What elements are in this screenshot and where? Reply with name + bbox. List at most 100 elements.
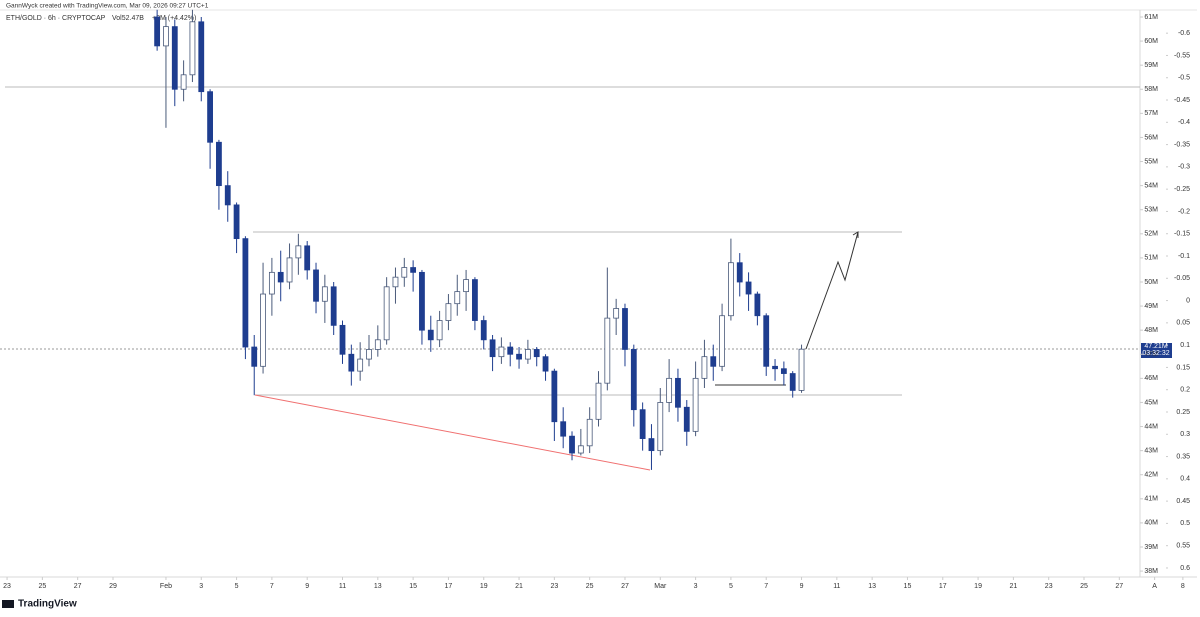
y-tick-label: 58M bbox=[1144, 86, 1158, 93]
candle-body bbox=[463, 279, 469, 293]
x-tick-label: 27 bbox=[621, 583, 629, 590]
y2-tick-label: -0.45 bbox=[1174, 97, 1190, 104]
y2-tick-label: -0.05 bbox=[1174, 275, 1190, 282]
candle-body bbox=[551, 370, 558, 423]
candle-body bbox=[524, 349, 531, 360]
candle-body bbox=[436, 320, 443, 341]
candle-body bbox=[701, 356, 708, 379]
last-price-label: 47.21M bbox=[1144, 343, 1168, 350]
candle-body bbox=[577, 445, 584, 454]
candle-body bbox=[427, 329, 434, 341]
y2-tick-label: -0.2 bbox=[1178, 208, 1190, 215]
projection-path bbox=[805, 231, 859, 350]
x-tick-label: 15 bbox=[409, 583, 417, 590]
candle-body bbox=[763, 315, 770, 367]
y2-tick-label: -0.35 bbox=[1174, 141, 1190, 148]
candle-body bbox=[498, 346, 505, 358]
x-tick-label: 13 bbox=[868, 583, 876, 590]
candle-body bbox=[533, 349, 540, 358]
y2-tick-label: -0.25 bbox=[1174, 186, 1190, 193]
y-tick-label: 51M bbox=[1144, 255, 1158, 262]
x-tick-label: 7 bbox=[270, 583, 274, 590]
y2-tick-label: -0.15 bbox=[1174, 231, 1190, 238]
x-tick-label: 23 bbox=[1045, 583, 1053, 590]
y-tick-label: 43M bbox=[1144, 447, 1158, 454]
candle-body bbox=[163, 26, 169, 47]
x-tick-label: 8 bbox=[1181, 583, 1185, 590]
candle-body bbox=[798, 348, 805, 391]
y-tick-label: 56M bbox=[1144, 134, 1158, 141]
y-tick-label: 44M bbox=[1144, 423, 1158, 430]
y2-tick-label: 0.6 bbox=[1180, 565, 1190, 572]
x-tick-label: 25 bbox=[1080, 583, 1088, 590]
candle-body bbox=[154, 16, 161, 47]
candle-body bbox=[277, 271, 284, 283]
y-tick-label: 41M bbox=[1144, 496, 1158, 503]
x-tick-label: 5 bbox=[235, 583, 239, 590]
y2-tick-label: -0.55 bbox=[1174, 52, 1190, 59]
y-tick-label: 54M bbox=[1144, 182, 1158, 189]
y-tick-label: 53M bbox=[1144, 207, 1158, 214]
candle-body bbox=[736, 262, 743, 283]
candle-body bbox=[728, 262, 734, 317]
y2-tick-label: -0.3 bbox=[1178, 164, 1190, 171]
y-tick-label: 38M bbox=[1144, 568, 1158, 575]
x-tick-label: 7 bbox=[764, 583, 768, 590]
y2-tick-label: 0.45 bbox=[1176, 498, 1190, 505]
x-tick-label: 19 bbox=[480, 583, 488, 590]
x-tick-label: 17 bbox=[445, 583, 453, 590]
x-tick-label: 11 bbox=[339, 583, 346, 590]
candle-body bbox=[445, 303, 452, 321]
y-tick-label: 52M bbox=[1144, 231, 1158, 238]
candle-body bbox=[171, 26, 178, 90]
y-tick-label: 47M bbox=[1144, 351, 1158, 358]
y-tick-label: 61M bbox=[1144, 14, 1158, 21]
y2-tick-label: 0.35 bbox=[1176, 453, 1190, 460]
y-tick-label: 48M bbox=[1144, 327, 1158, 334]
y-tick-label: 45M bbox=[1144, 399, 1158, 406]
candle-body bbox=[392, 276, 399, 288]
x-tick-label: Feb bbox=[160, 583, 172, 590]
candle-body bbox=[472, 279, 478, 321]
y2-tick-label: -0.5 bbox=[1178, 75, 1190, 82]
y-tick-label: 55M bbox=[1144, 158, 1158, 165]
x-tick-label: 3 bbox=[199, 583, 203, 590]
candle-body bbox=[613, 308, 620, 319]
candle-body bbox=[313, 269, 319, 302]
candle-body bbox=[560, 421, 567, 437]
candle-body bbox=[507, 346, 514, 355]
attribution: GannWyck created with TradingView.com, M… bbox=[6, 3, 209, 10]
volume-label: Vol52.47B bbox=[112, 15, 144, 22]
candle-body bbox=[401, 267, 408, 278]
candle-body bbox=[489, 339, 496, 358]
candle-body bbox=[604, 317, 611, 384]
candle-body bbox=[657, 402, 664, 452]
x-tick-label: 3 bbox=[694, 583, 698, 590]
x-tick-label: 5 bbox=[729, 583, 733, 590]
y-tick-label: 60M bbox=[1144, 38, 1158, 45]
price-badge bbox=[1141, 343, 1172, 358]
y2-tick-label: 0.55 bbox=[1176, 543, 1190, 550]
trend-line bbox=[254, 394, 651, 471]
candle-body bbox=[339, 324, 346, 355]
candle-body bbox=[410, 267, 417, 273]
candle-body bbox=[630, 349, 637, 411]
candle-body bbox=[648, 438, 655, 452]
y-tick-label: 57M bbox=[1144, 110, 1158, 117]
y-tick-label: 42M bbox=[1144, 472, 1158, 479]
x-tick-label: Mar bbox=[654, 583, 667, 590]
y-tick-label: 40M bbox=[1144, 520, 1158, 527]
candle-body bbox=[251, 346, 258, 367]
candle-body bbox=[224, 185, 231, 206]
x-tick-label: 11 bbox=[833, 583, 840, 590]
x-tick-label: 27 bbox=[1115, 583, 1123, 590]
candle-body bbox=[189, 21, 196, 76]
x-tick-label: 25 bbox=[586, 583, 594, 590]
y-tick-label: 50M bbox=[1144, 279, 1158, 286]
y2-tick-label: 0 bbox=[1186, 297, 1190, 304]
candle-body bbox=[595, 382, 602, 420]
x-tick-label: 15 bbox=[904, 583, 912, 590]
candle-body bbox=[719, 315, 725, 367]
x-tick-label: 25 bbox=[38, 583, 46, 590]
